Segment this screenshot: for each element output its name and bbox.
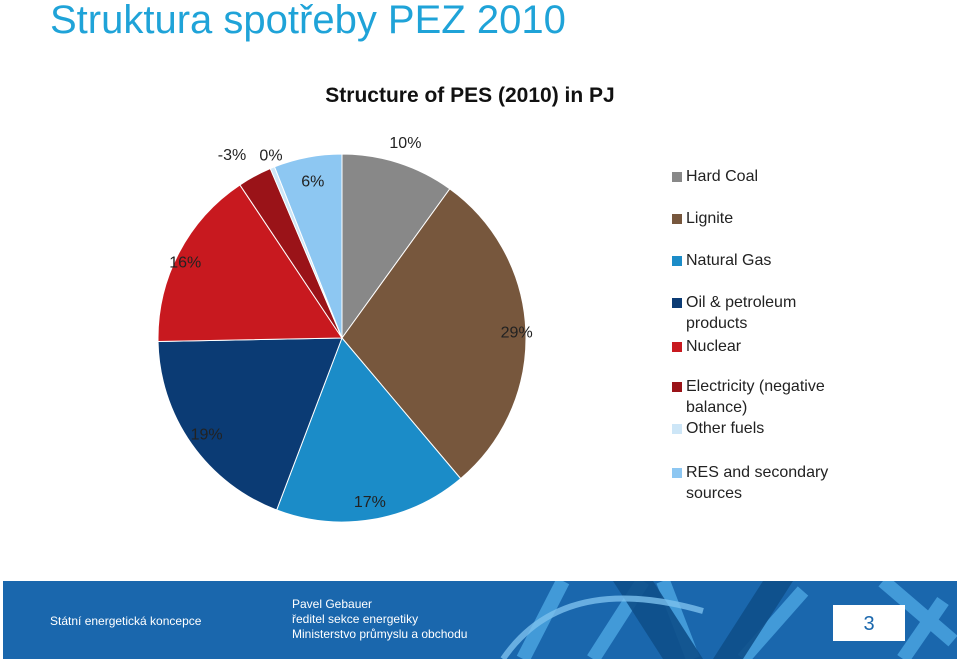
slide-title: Struktura spotřeby PEZ 2010 — [50, 0, 566, 42]
slice-label-1: 29% — [501, 324, 533, 341]
pie-slice-1 — [341, 188, 527, 480]
legend-swatch — [672, 256, 682, 266]
pie-slice-3 — [157, 337, 343, 511]
pie-slice-4 — [157, 184, 343, 342]
pie-slice-2 — [276, 337, 462, 523]
legend-item-5: Electricity (negative balance) — [672, 376, 862, 418]
legend-swatch — [672, 468, 682, 478]
legend-swatch — [672, 214, 682, 224]
legend-item-7: RES and secondary sources — [672, 462, 862, 504]
legend-swatch — [672, 172, 682, 182]
legend-label: Lignite — [686, 210, 734, 227]
author-name: Pavel Gebauer — [292, 597, 373, 611]
footer-concept: Státní energetická koncepce — [50, 614, 202, 628]
slice-label-4: 16% — [169, 254, 201, 271]
slice-label-6: 0% — [259, 147, 282, 164]
pie-chart: 10% 29% 17% 19% 16% -3% 0% 6% — [157, 135, 533, 523]
slice-label-7: 6% — [301, 173, 324, 190]
legend-label: Other fuels — [686, 420, 765, 437]
page-number: 3 — [863, 613, 875, 635]
slice-label-2: 17% — [354, 494, 386, 511]
footer-bar: Státní energetická koncepce Pavel Gebaue… — [3, 581, 957, 659]
author-org: Ministerstvo průmyslu a obchodu — [292, 627, 468, 641]
legend-item-4: Nuclear — [672, 336, 741, 357]
pie-slice-7 — [273, 153, 343, 339]
legend-label: Oil & petroleum products — [686, 294, 797, 332]
footer-decoration — [500, 581, 957, 659]
legend-label: Natural Gas — [686, 252, 772, 269]
page-number-box: 3 — [833, 605, 905, 641]
slice-label-5: -3% — [218, 147, 246, 164]
legend-item-1: Lignite — [672, 208, 733, 229]
legend-swatch — [672, 342, 682, 352]
footer-author: Pavel Gebauer ředitel sekce energetiky M… — [292, 597, 467, 642]
legend-swatch — [672, 382, 682, 392]
legend-item-0: Hard Coal — [672, 166, 758, 187]
legend-swatch — [672, 424, 682, 434]
legend-item-3: Oil & petroleum products — [672, 292, 862, 334]
legend-swatch — [672, 298, 682, 308]
chart-title: Structure of PES (2010) in PJ — [325, 84, 615, 107]
slice-label-0: 10% — [389, 135, 421, 152]
legend-label: Electricity (negative balance) — [686, 378, 825, 416]
legend-item-6: Other fuels — [672, 418, 764, 439]
slice-label-3: 19% — [191, 426, 223, 443]
legend-label: Hard Coal — [686, 168, 759, 185]
legend-item-2: Natural Gas — [672, 250, 771, 271]
legend-label: RES and secondary sources — [686, 464, 829, 502]
author-role: ředitel sekce energetiky — [292, 612, 419, 626]
legend-label: Nuclear — [686, 338, 742, 355]
pie-slice-0 — [341, 153, 451, 340]
